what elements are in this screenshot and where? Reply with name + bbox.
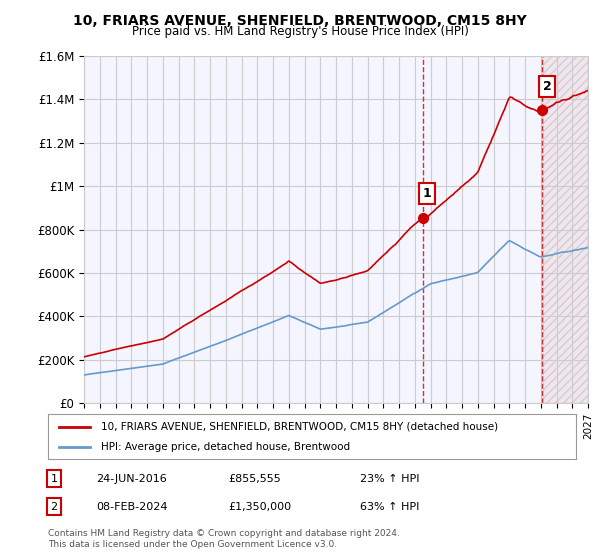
Text: £855,555: £855,555 (228, 474, 281, 484)
Text: 24-JUN-2016: 24-JUN-2016 (96, 474, 167, 484)
Text: 63% ↑ HPI: 63% ↑ HPI (360, 502, 419, 512)
Text: 08-FEB-2024: 08-FEB-2024 (96, 502, 167, 512)
Text: HPI: Average price, detached house, Brentwood: HPI: Average price, detached house, Bren… (101, 442, 350, 452)
Text: 1: 1 (50, 474, 58, 484)
Text: £1,350,000: £1,350,000 (228, 502, 291, 512)
Text: Price paid vs. HM Land Registry's House Price Index (HPI): Price paid vs. HM Land Registry's House … (131, 25, 469, 38)
Text: Contains HM Land Registry data © Crown copyright and database right 2024.
This d: Contains HM Land Registry data © Crown c… (48, 529, 400, 549)
Text: 1: 1 (423, 187, 432, 200)
Text: 23% ↑ HPI: 23% ↑ HPI (360, 474, 419, 484)
Text: 10, FRIARS AVENUE, SHENFIELD, BRENTWOOD, CM15 8HY: 10, FRIARS AVENUE, SHENFIELD, BRENTWOOD,… (73, 14, 527, 28)
Text: 10, FRIARS AVENUE, SHENFIELD, BRENTWOOD, CM15 8HY (detached house): 10, FRIARS AVENUE, SHENFIELD, BRENTWOOD,… (101, 422, 498, 432)
Text: 2: 2 (50, 502, 58, 512)
Text: 2: 2 (542, 80, 551, 93)
